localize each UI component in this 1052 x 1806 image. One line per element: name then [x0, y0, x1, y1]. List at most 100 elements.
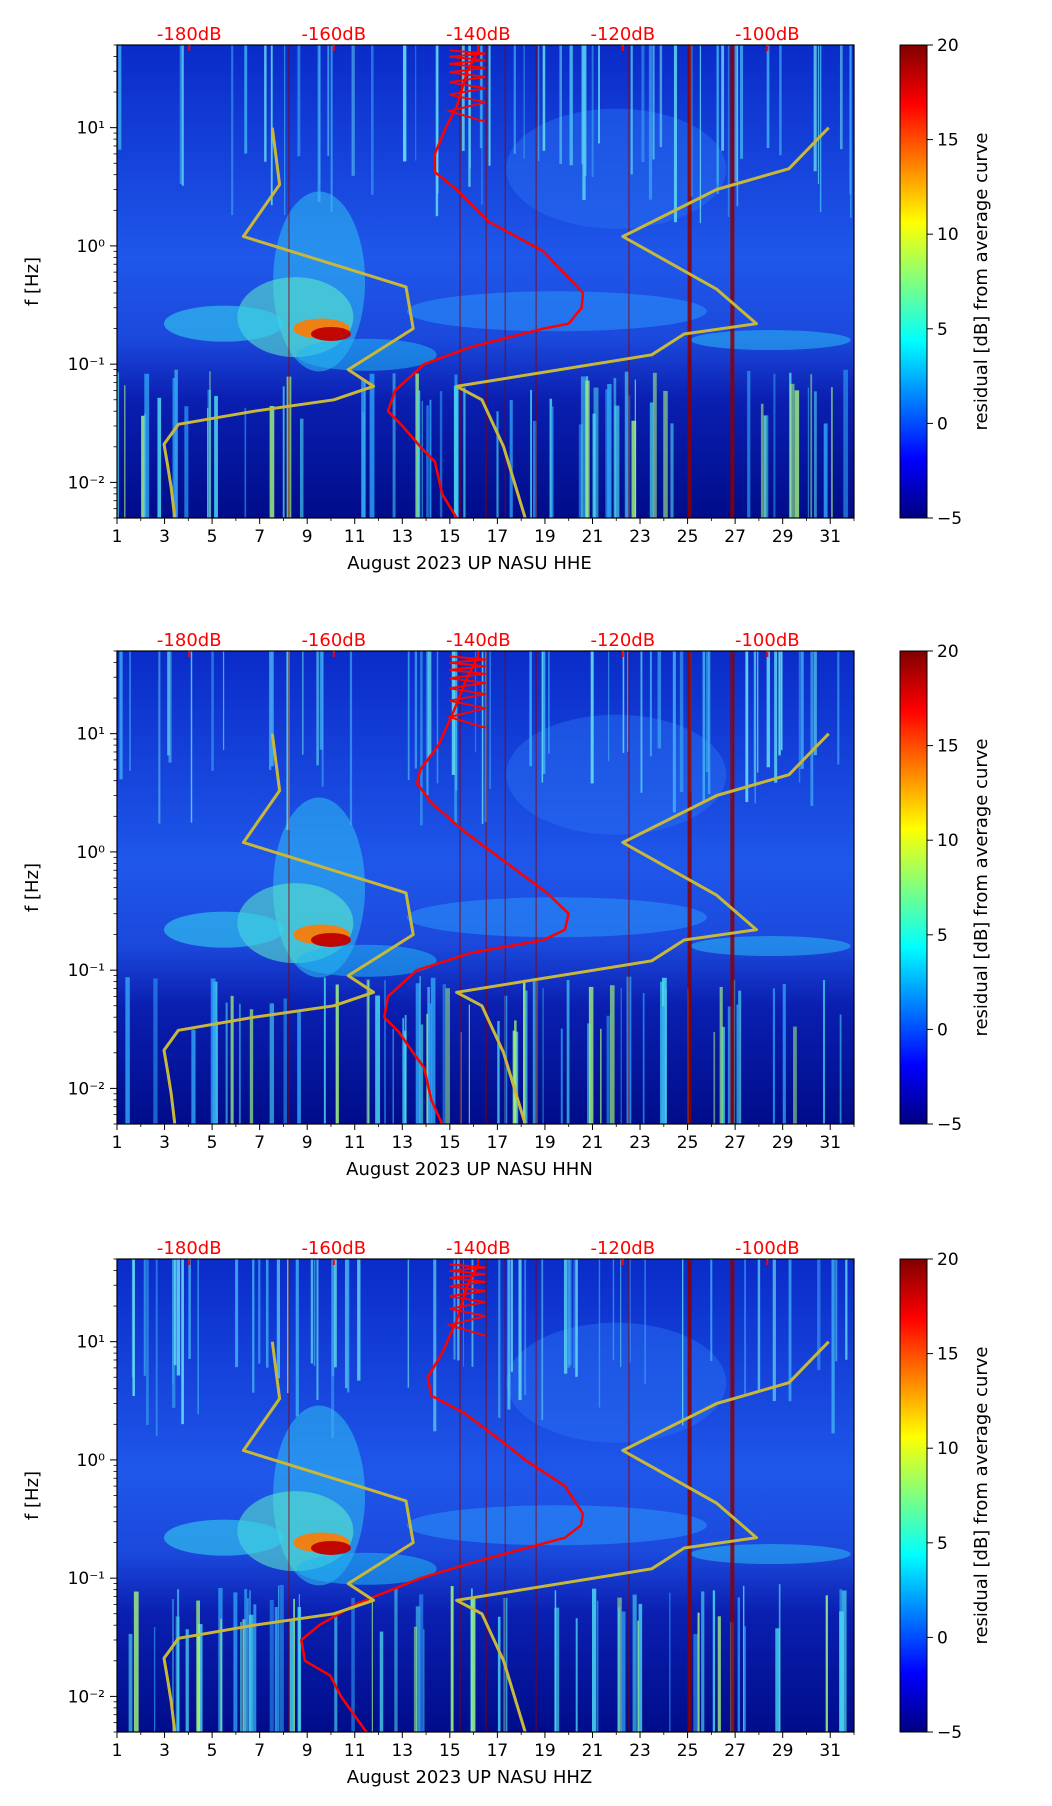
- event-streak: [794, 390, 800, 518]
- event-streak: [450, 1586, 454, 1732]
- event-streak: [560, 1028, 563, 1124]
- x-tick-label: 19: [534, 1133, 556, 1153]
- noise-blob: [690, 936, 851, 957]
- psd-red-jitter: [445, 49, 486, 123]
- db-tick-label: -180dB: [157, 1238, 222, 1259]
- hf-streak: [837, 651, 840, 765]
- hf-streak: [176, 1259, 181, 1376]
- event-streak: [606, 1015, 610, 1124]
- event-streak: [209, 371, 211, 518]
- hf-streak: [155, 1259, 158, 1437]
- hf-streak: [167, 651, 170, 756]
- event-streak: [652, 372, 657, 518]
- event-streak: [274, 1607, 278, 1732]
- hf-streak: [319, 651, 324, 750]
- hf-streak: [537, 45, 540, 161]
- hf-streak: [474, 651, 477, 753]
- hf-streak: [172, 1259, 176, 1408]
- event-streak: [814, 391, 817, 518]
- event-streak: [542, 988, 544, 1124]
- event-streak: [371, 1602, 373, 1732]
- event-streak: [153, 1627, 156, 1732]
- event-streak: [413, 1626, 418, 1732]
- event-streak: [248, 1614, 254, 1732]
- hf-streak: [798, 651, 801, 783]
- hf-streak: [523, 45, 525, 159]
- event-streak: [197, 1624, 203, 1732]
- event-streak: [244, 407, 247, 518]
- event-streak: [719, 986, 723, 1124]
- hf-streak: [727, 45, 730, 218]
- event-streak: [523, 979, 526, 1124]
- event-streak: [514, 1020, 517, 1124]
- x-tick-label: 23: [629, 527, 651, 547]
- event-streak: [334, 1616, 338, 1732]
- event-streak: [384, 980, 386, 1124]
- hf-streak: [754, 651, 757, 804]
- db-tick-label: -160dB: [301, 24, 366, 45]
- hf-streak: [563, 1259, 568, 1374]
- x-axis-label: August 2023 UP NASU HHZ: [347, 1767, 593, 1788]
- event-streak: [244, 1589, 248, 1732]
- x-tick-label: 29: [772, 1741, 794, 1761]
- x-tick-label: 11: [344, 1133, 366, 1153]
- x-axis-label: August 2023 UP NASU HHE: [347, 553, 592, 574]
- hf-streak: [541, 651, 544, 783]
- hf-streak: [817, 45, 819, 184]
- event-streak: [172, 1599, 174, 1732]
- x-tick-label: 9: [302, 527, 313, 547]
- event-streak: [468, 1004, 470, 1124]
- hf-streak: [766, 651, 770, 768]
- hf-streak: [181, 45, 184, 186]
- hf-streak: [265, 1259, 269, 1368]
- hf-streak: [489, 651, 491, 789]
- psd-red-curve: [383, 655, 570, 1124]
- hf-streak: [529, 651, 532, 767]
- event-streak: [742, 1585, 745, 1732]
- gap-line: [687, 651, 692, 1124]
- event-streak: [701, 1591, 705, 1732]
- event-streak: [415, 983, 420, 1124]
- event-streak: [549, 398, 553, 518]
- y-tick-label: 10⁻²: [68, 1687, 105, 1707]
- event-streak: [445, 988, 450, 1124]
- gap-line: [628, 651, 630, 1124]
- colorbar-tick-label: 5: [937, 320, 948, 340]
- noise-blob: [296, 338, 437, 371]
- hf-streak: [129, 651, 131, 771]
- x-tick-label: 31: [819, 527, 841, 547]
- event-streak: [830, 387, 833, 518]
- event-streak: [665, 989, 667, 1124]
- x-tick-label: 27: [724, 1741, 746, 1761]
- event-streak: [772, 988, 775, 1124]
- hf-streak: [590, 651, 594, 784]
- x-tick-label: 31: [819, 1741, 841, 1761]
- hf-streak: [659, 45, 663, 148]
- hf-streak: [721, 45, 725, 151]
- hf-streak: [673, 45, 678, 223]
- x-tick-label: 25: [677, 527, 699, 547]
- gap-line: [459, 651, 461, 1124]
- event-streak: [428, 1003, 432, 1124]
- event-streak: [375, 995, 381, 1124]
- hf-streak: [351, 45, 355, 176]
- gap-line: [687, 1259, 692, 1732]
- hf-streak: [402, 45, 407, 162]
- hf-streak: [317, 45, 321, 203]
- microseism-core: [310, 1540, 351, 1555]
- event-streak: [554, 1607, 560, 1732]
- gap-line: [485, 1259, 487, 1732]
- hf-streak: [158, 651, 161, 824]
- spectrogram-heatmap: [117, 45, 854, 518]
- hf-streak: [181, 1259, 184, 1425]
- microseism-core: [310, 932, 351, 947]
- hf-streak: [146, 1259, 149, 1425]
- hf-streak: [835, 1259, 838, 1362]
- hf-streak: [780, 651, 783, 751]
- hf-streak: [420, 651, 423, 826]
- hf-streak: [622, 651, 625, 753]
- hf-streak: [172, 1259, 174, 1384]
- event-streak: [525, 990, 528, 1124]
- event-streak: [470, 1596, 476, 1732]
